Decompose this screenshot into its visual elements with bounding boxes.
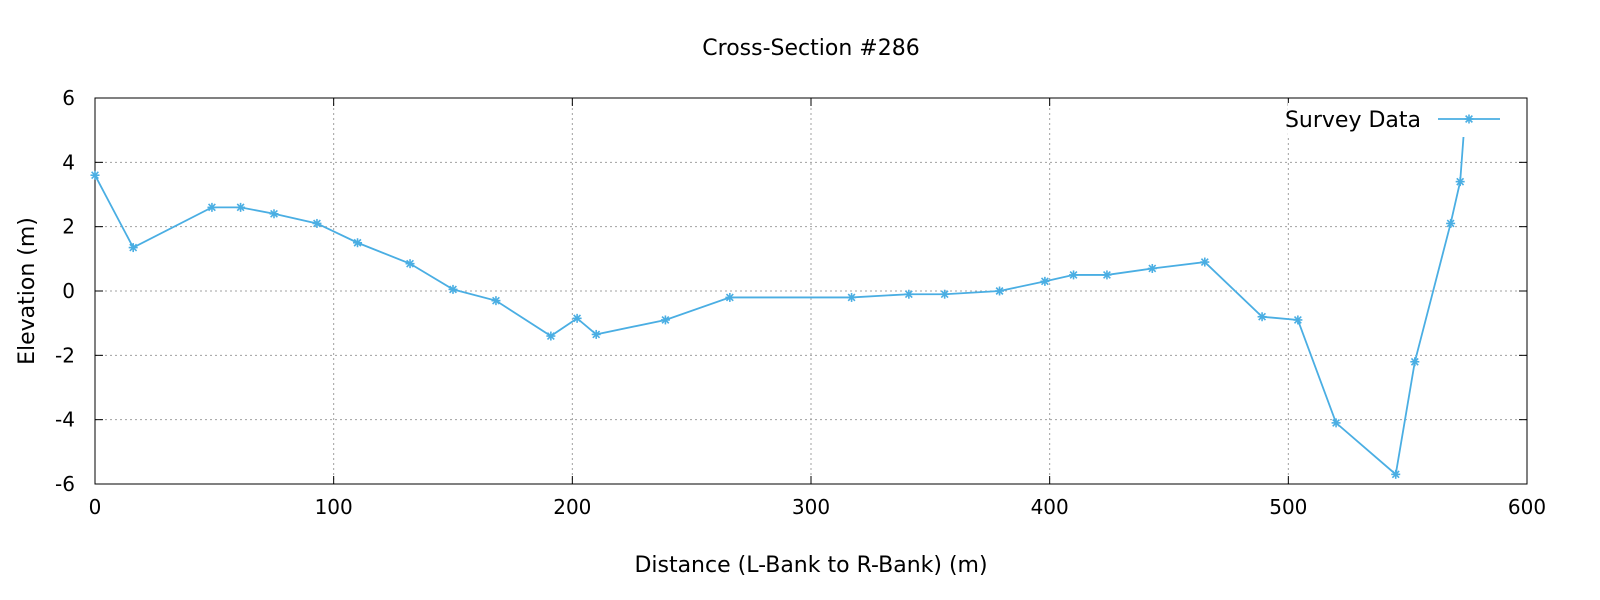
data-point — [1200, 257, 1210, 267]
data-point — [1410, 357, 1420, 367]
data-point — [1331, 418, 1341, 428]
data-point — [660, 315, 670, 325]
data-point — [236, 202, 246, 212]
x-tick-label: 300 — [792, 495, 830, 519]
x-axis-label: Distance (L-Bank to R-Bank) (m) — [634, 553, 987, 578]
legend-label: Survey Data — [1285, 108, 1421, 133]
data-point — [491, 296, 501, 306]
data-point — [847, 292, 857, 302]
data-point — [1069, 270, 1079, 280]
y-tick-label: -2 — [55, 343, 75, 367]
data-point — [405, 259, 415, 269]
data-point — [90, 170, 100, 180]
x-tick-label: 500 — [1269, 495, 1307, 519]
data-point — [207, 202, 217, 212]
data-point — [904, 289, 914, 299]
data-point — [1391, 469, 1401, 479]
legend-marker — [1464, 114, 1474, 124]
data-point — [546, 331, 556, 341]
data-point — [1102, 270, 1112, 280]
axis-ticks: 0 100 200 300 400 500 600 -6 -4 -2 0 2 4 6 — [55, 86, 1546, 519]
y-tick-label: 2 — [62, 215, 75, 239]
y-axis-label: Elevation (m) — [15, 217, 40, 365]
legend: Survey Data — [1285, 103, 1512, 137]
y-tick-label: 6 — [62, 86, 75, 110]
data-point — [312, 218, 322, 228]
y-tick-label: 4 — [62, 150, 75, 174]
data-point — [269, 209, 279, 219]
x-tick-label: 200 — [553, 495, 591, 519]
data-point — [1446, 218, 1456, 228]
data-point — [1040, 276, 1050, 286]
series-layer — [90, 112, 1475, 479]
y-tick-label: -4 — [55, 408, 75, 432]
data-point — [128, 243, 138, 253]
data-point — [1257, 312, 1267, 322]
x-tick-label: 0 — [89, 495, 102, 519]
legend-background — [1288, 103, 1512, 137]
data-point — [1455, 177, 1465, 187]
x-tick-label: 600 — [1508, 495, 1546, 519]
grid-lines — [95, 98, 1527, 484]
data-point — [572, 313, 582, 323]
legend-marker-glyph — [1464, 114, 1474, 124]
x-tick-label: 100 — [315, 495, 353, 519]
data-point — [591, 329, 601, 339]
data-point — [725, 292, 735, 302]
data-point — [1293, 315, 1303, 325]
data-point — [448, 284, 458, 294]
data-point — [995, 286, 1005, 296]
data-point — [353, 238, 363, 248]
y-tick-label: 0 — [62, 279, 75, 303]
x-tick-label: 400 — [1031, 495, 1069, 519]
y-tick-label: -6 — [55, 472, 75, 496]
data-point — [1147, 263, 1157, 273]
data-point — [940, 289, 950, 299]
series-line — [94, 115, 1471, 477]
chart-title: Cross-Section #286 — [702, 36, 919, 61]
